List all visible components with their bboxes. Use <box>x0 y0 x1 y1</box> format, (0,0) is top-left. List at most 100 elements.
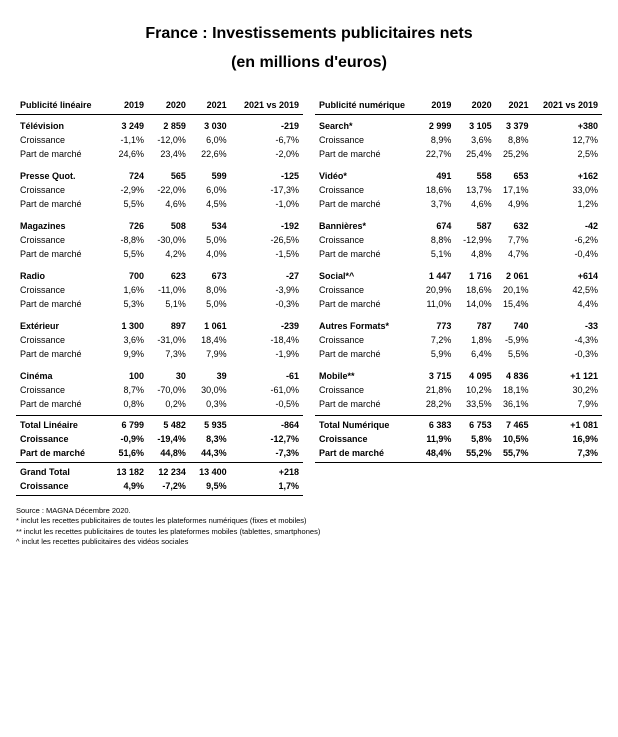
table-cell: -27 <box>231 265 303 283</box>
table-cell <box>533 479 602 493</box>
table-cell: 0,8% <box>107 397 148 416</box>
table-cell: 632 <box>496 215 533 233</box>
col-header: Publicité numérique <box>315 98 419 115</box>
table-cell: -0,3% <box>533 347 602 365</box>
table-cell: Part de marché <box>315 297 419 315</box>
table-cell <box>315 462 419 479</box>
table-cell: 599 <box>190 165 231 183</box>
table-cell: 5,5% <box>496 347 533 365</box>
table-cell: 39 <box>190 365 231 383</box>
table-cell: 9,9% <box>107 347 148 365</box>
table-cell: 30,2% <box>533 383 602 397</box>
table-cell: -239 <box>231 315 303 333</box>
table-row: Part de marché22,7%25,4%25,2%2,5% <box>315 147 602 165</box>
table-cell: 13 182 <box>107 462 148 479</box>
table-row: Croissance4,9%-7,2%9,5%1,7% <box>16 479 303 496</box>
table-cell: 4,4% <box>533 297 602 315</box>
table-cell: 4,5% <box>190 197 231 215</box>
table-cell: 55,7% <box>496 446 533 463</box>
table-cell: Search* <box>315 114 419 133</box>
table-cell: -22,0% <box>148 183 190 197</box>
table-cell: -12,0% <box>148 133 190 147</box>
table-cell: 1 300 <box>107 315 148 333</box>
table-cell: 2 999 <box>419 114 456 133</box>
table-cell: -11,0% <box>148 283 190 297</box>
table-cell: Radio <box>16 265 107 283</box>
table-cell: 6,4% <box>455 347 495 365</box>
table-cell: 8,0% <box>190 283 231 297</box>
table-cell: 21,8% <box>419 383 456 397</box>
table-cell: -17,3% <box>231 183 303 197</box>
table-row: Part de marché51,6%44,8%44,3%-7,3% <box>16 446 303 463</box>
table-row: Cinéma1003039-61 <box>16 365 303 383</box>
table-cell: Croissance <box>16 133 107 147</box>
table-cell: 8,3% <box>190 432 231 446</box>
table-cell: Magazines <box>16 215 107 233</box>
table-row: Part de marché5,5%4,6%4,5%-1,0% <box>16 197 303 215</box>
table-cell: 8,8% <box>496 133 533 147</box>
footnote-line: * inclut les recettes publicitaires de t… <box>16 516 602 527</box>
col-header: 2021 vs 2019 <box>231 98 303 115</box>
table-cell: 3,6% <box>107 333 148 347</box>
table-cell: -42 <box>533 215 602 233</box>
table-cell: Presse Quot. <box>16 165 107 183</box>
table-cell: 4,6% <box>455 197 495 215</box>
table-cell: 6 383 <box>419 415 456 432</box>
table-cell: 8,8% <box>419 233 456 247</box>
table-cell: -2,9% <box>107 183 148 197</box>
table-cell: 13,7% <box>455 183 495 197</box>
table-row: Presse Quot.724565599-125 <box>16 165 303 183</box>
left-table: Publicité linéaire 2019 2020 2021 2021 v… <box>16 98 303 496</box>
table-row: Part de marché5,1%4,8%4,7%-0,4% <box>315 247 602 265</box>
table-row: Croissance-8,8%-30,0%5,0%-26,5% <box>16 233 303 247</box>
table-cell: 7 465 <box>496 415 533 432</box>
table-cell: 1,6% <box>107 283 148 297</box>
table-cell: 3,7% <box>419 197 456 215</box>
table-cell: 13 400 <box>190 462 231 479</box>
table-cell: 9,5% <box>190 479 231 496</box>
table-cell <box>496 462 533 479</box>
table-row: Radio700623673-27 <box>16 265 303 283</box>
table-cell: Croissance <box>315 183 419 197</box>
footnote-line: Source : MAGNA Décembre 2020. <box>16 506 602 517</box>
table-cell: +1 081 <box>533 415 602 432</box>
table-row: Part de marché9,9%7,3%7,9%-1,9% <box>16 347 303 365</box>
table-cell: 10,2% <box>455 383 495 397</box>
col-header: 2020 <box>455 98 495 115</box>
left-table-wrap: Publicité linéaire 2019 2020 2021 2021 v… <box>16 98 303 496</box>
table-cell: 3 715 <box>419 365 456 383</box>
table-cell: Croissance <box>315 133 419 147</box>
table-cell: 558 <box>455 165 495 183</box>
table-cell: 4,2% <box>148 247 190 265</box>
table-cell: 24,6% <box>107 147 148 165</box>
table-row: Croissance8,8%-12,9%7,7%-6,2% <box>315 233 602 247</box>
table-cell: Part de marché <box>16 197 107 215</box>
table-cell: Croissance <box>16 183 107 197</box>
table-cell: Croissance <box>16 333 107 347</box>
col-header: Publicité linéaire <box>16 98 107 115</box>
table-cell: 22,7% <box>419 147 456 165</box>
table-cell: 1 447 <box>419 265 456 283</box>
table-row: Vidéo*491558653+162 <box>315 165 602 183</box>
table-cell: 5,1% <box>419 247 456 265</box>
table-cell: Part de marché <box>315 197 419 215</box>
table-cell: 11,0% <box>419 297 456 315</box>
table-cell: 3 030 <box>190 114 231 133</box>
table-cell <box>455 462 495 479</box>
table-cell: 6,0% <box>190 183 231 197</box>
table-cell: +380 <box>533 114 602 133</box>
table-row: Part de marché0,8%0,2%0,3%-0,5% <box>16 397 303 416</box>
table-cell: +218 <box>231 462 303 479</box>
table-cell: 18,6% <box>419 183 456 197</box>
table-cell: -33 <box>533 315 602 333</box>
table-cell: -61 <box>231 365 303 383</box>
table-cell: 724 <box>107 165 148 183</box>
table-cell: 0,2% <box>148 397 190 416</box>
table-row: Part de marché5,5%4,2%4,0%-1,5% <box>16 247 303 265</box>
title-line-1: France : Investissements publicitaires n… <box>16 20 602 49</box>
table-cell: -61,0% <box>231 383 303 397</box>
table-cell: 12,7% <box>533 133 602 147</box>
table-cell: Croissance <box>315 283 419 297</box>
table-cell: 18,4% <box>190 333 231 347</box>
table-cell: Croissance <box>315 233 419 247</box>
